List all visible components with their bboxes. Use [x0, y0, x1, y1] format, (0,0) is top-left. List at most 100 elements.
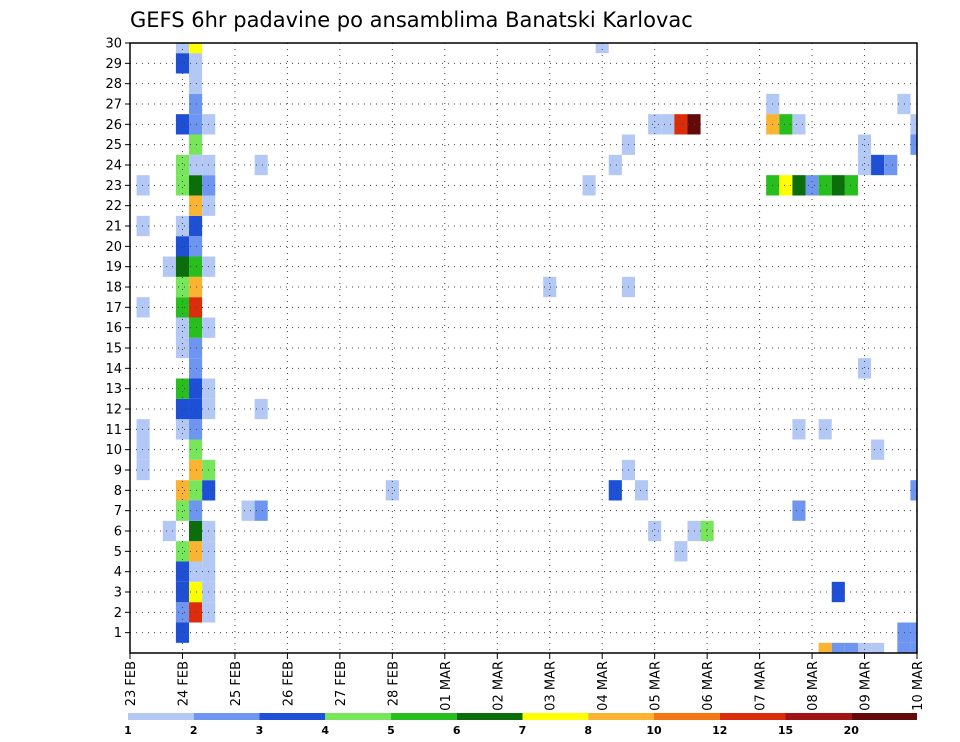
heatmap-cell [189, 398, 203, 420]
y-tick-label: 3 [114, 586, 122, 601]
y-tick-label: 27 [105, 98, 122, 113]
y-tick-label: 20 [105, 240, 122, 255]
y-tick-label: 7 [114, 504, 122, 519]
legend-swatch [456, 713, 523, 720]
legend-swatch [785, 713, 852, 720]
heatmap-cell [189, 317, 203, 338]
heatmap-cell [910, 134, 917, 155]
heatmap-cell [189, 195, 203, 216]
heatmap-cell [175, 500, 190, 521]
heatmap-cell [189, 256, 203, 277]
heatmap-cell [857, 642, 872, 653]
y-tick-label: 18 [105, 281, 122, 296]
heatmap-cell [189, 215, 203, 237]
y-tick-label: 21 [105, 220, 122, 235]
heatmap-cell [136, 215, 150, 237]
heatmap-cell [175, 541, 190, 562]
y-tick-label: 1 [114, 626, 122, 641]
y-tick-label: 22 [105, 199, 122, 214]
x-tick-label: 08 MAR [806, 661, 821, 711]
heatmap-cell [136, 419, 150, 440]
y-tick-label: 6 [114, 525, 122, 540]
heatmap-cell [189, 602, 203, 623]
heatmap-cell [792, 500, 806, 521]
chart-title: GEFS 6hr padavine po ansamblima Banatski… [130, 8, 693, 32]
heatmap-cell [818, 642, 832, 653]
x-tick-label: 09 MAR [859, 661, 874, 711]
heatmap-cell [189, 53, 203, 74]
heatmap-cell [871, 642, 885, 653]
heatmap-cell [818, 419, 832, 440]
legend-swatch [391, 713, 457, 720]
y-axis: 1234567891011121314151617181920212223242… [105, 37, 130, 641]
legend-label: 20 [844, 724, 860, 737]
y-tick-label: 10 [105, 443, 122, 458]
heatmap-cell [189, 480, 203, 501]
heatmap-cell [857, 358, 872, 379]
heatmap-cell [175, 602, 190, 623]
heatmap-cell [136, 439, 150, 460]
heatmap-cell [910, 114, 917, 135]
heatmap-cell [871, 154, 885, 176]
y-tick-label: 13 [105, 382, 122, 397]
heatmap-cell [189, 439, 203, 460]
heatmap-cell [871, 439, 885, 460]
heatmap-cell [189, 93, 203, 115]
legend-label: 10 [646, 724, 662, 737]
heatmap-cell [175, 154, 190, 176]
legend-label: 7 [519, 724, 527, 737]
heatmap-cell [189, 419, 203, 440]
x-tick-label: 24 FEB [176, 661, 191, 706]
heatmap-cell [818, 175, 832, 196]
heatmap-cell [189, 358, 203, 379]
x-tick-label: 02 MAR [491, 661, 506, 711]
heatmap-cell [884, 154, 898, 176]
x-tick-label: 23 FEB [124, 661, 139, 706]
heatmap-cell [254, 398, 268, 420]
legend-swatch [654, 713, 720, 720]
heatmap-cell [189, 73, 203, 94]
heatmap-cell [792, 175, 806, 196]
heatmap-cell [189, 500, 203, 521]
heatmap-cell [175, 419, 190, 440]
heatmap-cell [608, 154, 622, 176]
heatmap-cell [136, 459, 150, 481]
heatmap-cell [189, 175, 203, 196]
x-axis: 23 FEB 24 FEB 25 FEB 26 FEB 27 FEB 28 FEB 01 M… [124, 653, 926, 711]
heatmap-cell [189, 561, 203, 582]
y-tick-label: 30 [105, 37, 122, 52]
heatmap-cell [189, 581, 203, 603]
heatmap-cell [792, 114, 806, 135]
heatmap-cell [897, 93, 911, 115]
y-tick-label: 2 [114, 606, 122, 621]
heatmap-cell [162, 256, 176, 277]
heatmap-cell [136, 175, 150, 196]
y-tick-label: 15 [105, 342, 122, 357]
heatmap-cell [189, 236, 203, 257]
legend-swatch [851, 713, 917, 720]
heatmap-cell [189, 154, 203, 176]
heatmap-cell [700, 520, 714, 542]
legend-swatch [128, 713, 194, 720]
heatmap-cell [189, 378, 203, 399]
legend-label: 1 [124, 724, 132, 737]
heatmap-cell [897, 642, 911, 653]
heatmap-cell [175, 114, 190, 135]
y-tick-label: 8 [114, 484, 122, 499]
heatmap-cell [189, 541, 203, 562]
heatmap-cell [779, 175, 793, 196]
y-tick-label: 26 [105, 118, 122, 133]
heatmap-cell [162, 520, 176, 542]
x-tick-label: 04 MAR [596, 661, 611, 711]
x-tick-label: 27 FEB [334, 661, 349, 706]
heatmap-cell [897, 622, 911, 643]
heatmap-cell [175, 480, 190, 501]
heatmap-cell [189, 337, 203, 359]
heatmap-cell [634, 480, 649, 501]
legend-swatch [325, 713, 391, 720]
heatmap-cell [674, 114, 688, 135]
heatmap-cell [189, 297, 203, 318]
y-tick-label: 9 [114, 464, 122, 479]
heatmap-cell [189, 276, 203, 298]
heatmap-cell [175, 43, 190, 54]
